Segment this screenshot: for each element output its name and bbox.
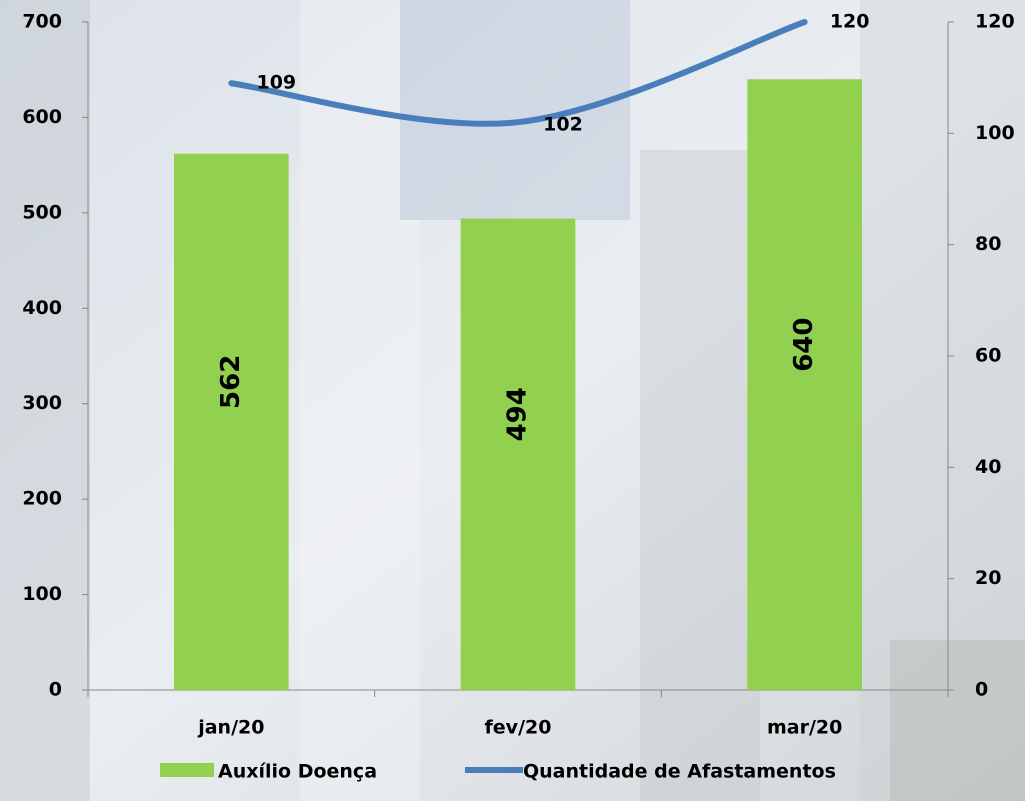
bar	[174, 154, 289, 690]
bar	[461, 219, 576, 690]
line-value-label: 120	[830, 11, 870, 33]
y2-tick-label: 120	[975, 11, 1015, 33]
y2-tick-label: 40	[975, 456, 1001, 478]
y-tick-label: 0	[49, 679, 62, 701]
legend-swatch	[160, 763, 214, 777]
y-tick-label: 500	[22, 201, 62, 223]
legend-label: Quantidade de Afastamentos	[523, 761, 836, 783]
legend-label: Auxílio Doença	[218, 761, 377, 783]
y2-tick-label: 100	[975, 122, 1015, 144]
y-tick-label: 300	[22, 392, 62, 414]
y2-tick-label: 0	[975, 679, 988, 701]
y-tick-label: 700	[22, 11, 62, 33]
y-tick-label: 400	[22, 297, 62, 319]
y2-tick-label: 20	[975, 567, 1001, 589]
y2-tick-label: 60	[975, 345, 1001, 367]
y-tick-label: 100	[22, 583, 62, 605]
x-tick-label: fev/20	[485, 717, 552, 739]
chart: 0 100 200 300 400 500 600 700 0 20 40 60 80 100 120 jan…	[0, 0, 1025, 801]
line-value-label: 102	[543, 114, 583, 136]
x-tick-label: jan/20	[197, 717, 264, 739]
x-tick-label: mar/20	[767, 717, 842, 739]
bar-value-label: 640	[789, 317, 819, 371]
y-tick-label: 600	[22, 106, 62, 128]
line-value-label: 109	[256, 72, 296, 94]
y-tick-label: 200	[22, 488, 62, 510]
bar-value-label: 494	[503, 387, 533, 441]
y2-tick-label: 80	[975, 233, 1001, 255]
bar	[747, 79, 862, 690]
bar-value-label: 562	[216, 355, 246, 409]
